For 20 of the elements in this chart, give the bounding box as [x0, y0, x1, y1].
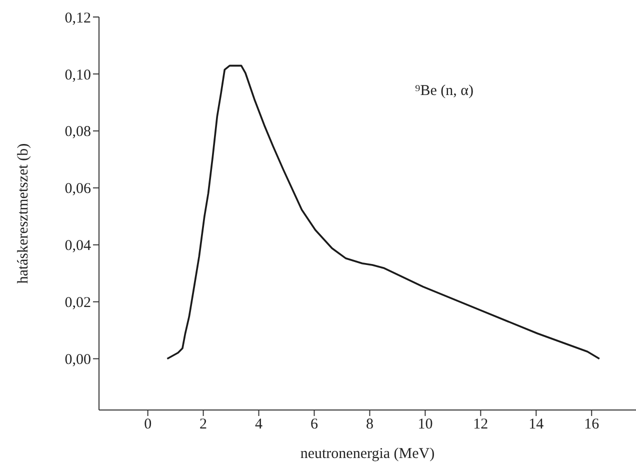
x-axis-title: neutronenergia (MeV): [300, 446, 435, 462]
x-tick-label: 14: [528, 416, 544, 433]
y-tick-label: 0,04: [64, 238, 92, 254]
x-tick-label: 6: [310, 416, 318, 433]
y-tick-label: 0,12: [64, 10, 91, 26]
line-series: [166, 64, 600, 360]
x-tick-label: 10: [418, 416, 433, 433]
x-tick-label: 16: [584, 416, 600, 433]
y-tick-label: 0,06: [64, 181, 92, 198]
y-tick-label: 0,00: [64, 352, 91, 368]
x-tick-label: 8: [366, 416, 374, 433]
x-tick-label: 4: [255, 416, 264, 433]
y-axis-title: hatáskeresztmetszet (b): [15, 143, 32, 284]
x-tick-label: 0: [144, 416, 152, 433]
y-tick-label: 0,10: [64, 67, 91, 84]
x-tick-label: 12: [473, 416, 488, 433]
y-tick-label: 0,02: [64, 295, 91, 312]
x-tick-label: 2: [200, 416, 208, 433]
annotation: ⁹Be (n, α): [415, 83, 474, 100]
y-tick-label: 0,08: [64, 124, 91, 140]
